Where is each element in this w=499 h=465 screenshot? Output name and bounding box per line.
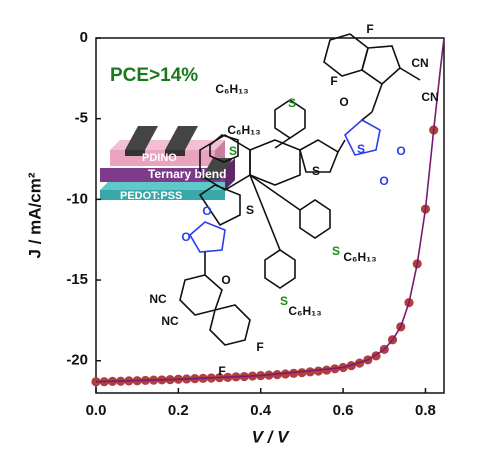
molecule-label: F (330, 74, 337, 88)
molecule-label: C₆H₁₃ (215, 82, 248, 96)
fit-line (95, 37, 445, 383)
molecule-label: O (379, 174, 388, 188)
data-point (289, 368, 299, 378)
annotation: PEDOT:PSS (120, 190, 182, 202)
y-tick-label: 0 (80, 29, 88, 46)
x-axis-label: V / V (252, 427, 291, 446)
x-tick-label: 0.8 (415, 402, 436, 419)
molecule-label: CN (421, 90, 438, 104)
y-tick-label: -5 (75, 110, 88, 127)
molecule-label: CN (411, 56, 428, 70)
molecule-label: O (339, 95, 348, 109)
x-tick-label: 0.2 (168, 402, 189, 419)
annotation: PCE>14% (110, 65, 198, 86)
data-point (322, 365, 332, 375)
y-tick-label: -20 (66, 352, 88, 369)
molecule-label: O (181, 230, 190, 244)
x-tick-label: 0.0 (86, 402, 107, 419)
molecule-label: C₆H₁₃ (227, 123, 260, 137)
molecule-label: F (366, 22, 373, 36)
molecule-label: O (202, 204, 211, 218)
molecule (179, 33, 421, 346)
data-point (305, 367, 315, 377)
molecule-label: O (221, 273, 230, 287)
plot-frame (95, 37, 445, 394)
x-tick-label: 0.6 (333, 402, 354, 419)
data-point (280, 369, 291, 379)
molecule-label: S (280, 294, 288, 308)
molecule-label: NC (161, 314, 179, 328)
device-stack (100, 126, 235, 200)
molecule-label: F (256, 340, 263, 354)
molecule-label: C₆H₁₃ (288, 304, 321, 318)
molecule-label: NC (149, 292, 167, 306)
x-tick-label: 0.4 (250, 402, 272, 419)
molecule-label: S (246, 203, 254, 217)
molecule-label: S (357, 142, 365, 156)
molecule-label: S (312, 164, 320, 178)
molecule-label: S (229, 144, 237, 158)
annotation: Ternary blend (148, 167, 226, 181)
annotation: PDINO (142, 152, 177, 164)
y-tick-label: -10 (66, 190, 88, 207)
y-tick-label: -15 (66, 271, 88, 288)
molecule-label: S (288, 96, 296, 110)
molecule-label: F (218, 364, 225, 378)
molecule-label: S (332, 244, 340, 258)
data-point (297, 368, 307, 378)
y-axis-label: J / mA/cm² (25, 172, 44, 258)
molecule-label: O (396, 144, 405, 158)
molecule-label: C₆H₁₃ (343, 250, 376, 264)
data-point (313, 366, 323, 376)
